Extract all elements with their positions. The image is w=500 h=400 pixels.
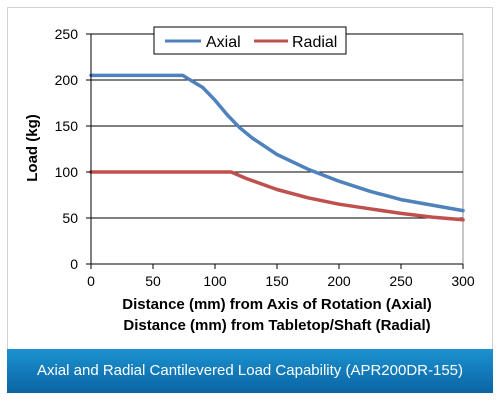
y-tick-label-0: 0 bbox=[70, 256, 78, 272]
y-tick-label-100: 100 bbox=[55, 164, 79, 180]
y-axis-label: Load (kg) bbox=[24, 114, 41, 182]
x-tick-label-100: 100 bbox=[203, 273, 227, 289]
plot-area bbox=[90, 33, 464, 265]
legend: Axial Radial bbox=[153, 26, 347, 55]
x-tick-label-250: 250 bbox=[389, 273, 413, 289]
y-tick-label-200: 200 bbox=[55, 72, 79, 88]
series-line-radial bbox=[89, 170, 465, 222]
grid-layer bbox=[90, 33, 464, 265]
x-axis-label-line-2: Distance (mm) from Tabletop/Shaft (Radia… bbox=[123, 317, 430, 334]
y-tick-label-250: 250 bbox=[55, 26, 79, 42]
x-tick-label-200: 200 bbox=[327, 273, 351, 289]
x-tick-label-50: 50 bbox=[145, 273, 161, 289]
y-tick-label-50: 50 bbox=[62, 210, 78, 226]
legend-label-radial: Radial bbox=[292, 34, 337, 51]
x-axis-label-line-1: Distance (mm) from Axis of Rotation (Axi… bbox=[122, 296, 431, 313]
x-tick-label-0: 0 bbox=[87, 273, 95, 289]
axis-layer: 0 50 100 150 200 250 0 50 100 150 200 250 300 bbox=[55, 26, 475, 289]
series-line-axial bbox=[89, 73, 465, 213]
series-layer bbox=[89, 73, 465, 222]
y-tick-label-150: 150 bbox=[55, 118, 79, 134]
x-tick-label-150: 150 bbox=[265, 273, 289, 289]
legend-label-axial: Axial bbox=[206, 34, 241, 51]
x-tick-label-300: 300 bbox=[451, 273, 475, 289]
caption-bar: Axial and Radial Cantilevered Load Capab… bbox=[7, 349, 493, 393]
